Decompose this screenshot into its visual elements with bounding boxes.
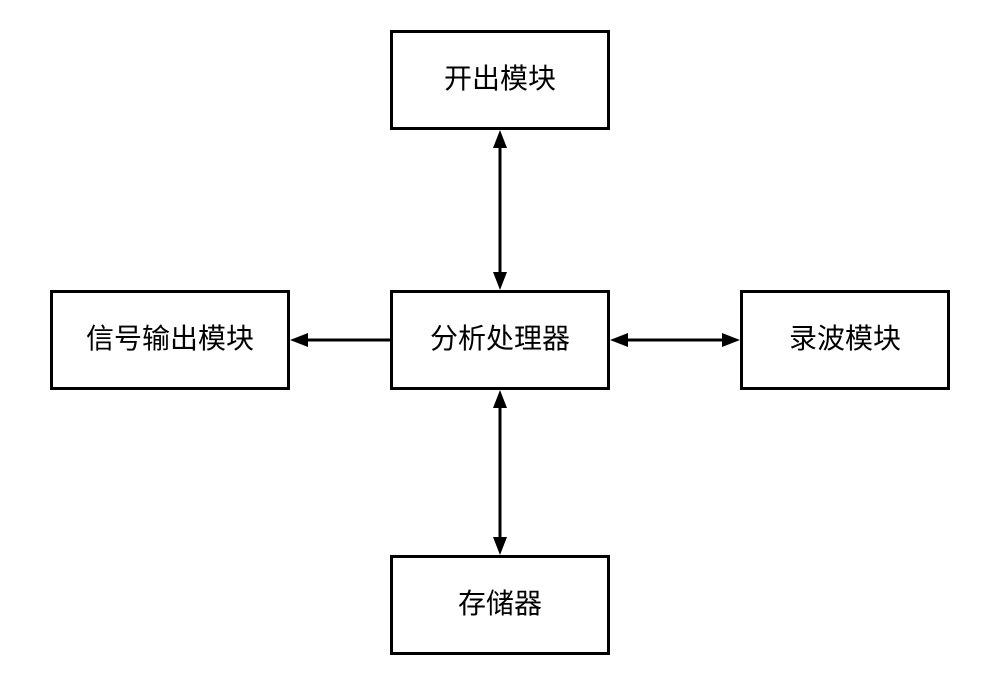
node-wave-record-module: 录波模块 [740, 290, 950, 390]
node-memory: 存储器 [390, 555, 610, 655]
node-label: 存储器 [458, 590, 542, 621]
node-output-module: 开出模块 [390, 30, 610, 130]
node-label: 开出模块 [444, 65, 556, 96]
node-label: 信号输出模块 [86, 325, 254, 356]
node-signal-output-module: 信号输出模块 [50, 290, 290, 390]
node-label: 分析处理器 [430, 325, 570, 356]
node-label: 录波模块 [789, 325, 901, 356]
diagram-canvas: 开出模块 分析处理器 信号输出模块 录波模块 存储器 [0, 0, 1000, 686]
node-analysis-processor: 分析处理器 [390, 290, 610, 390]
